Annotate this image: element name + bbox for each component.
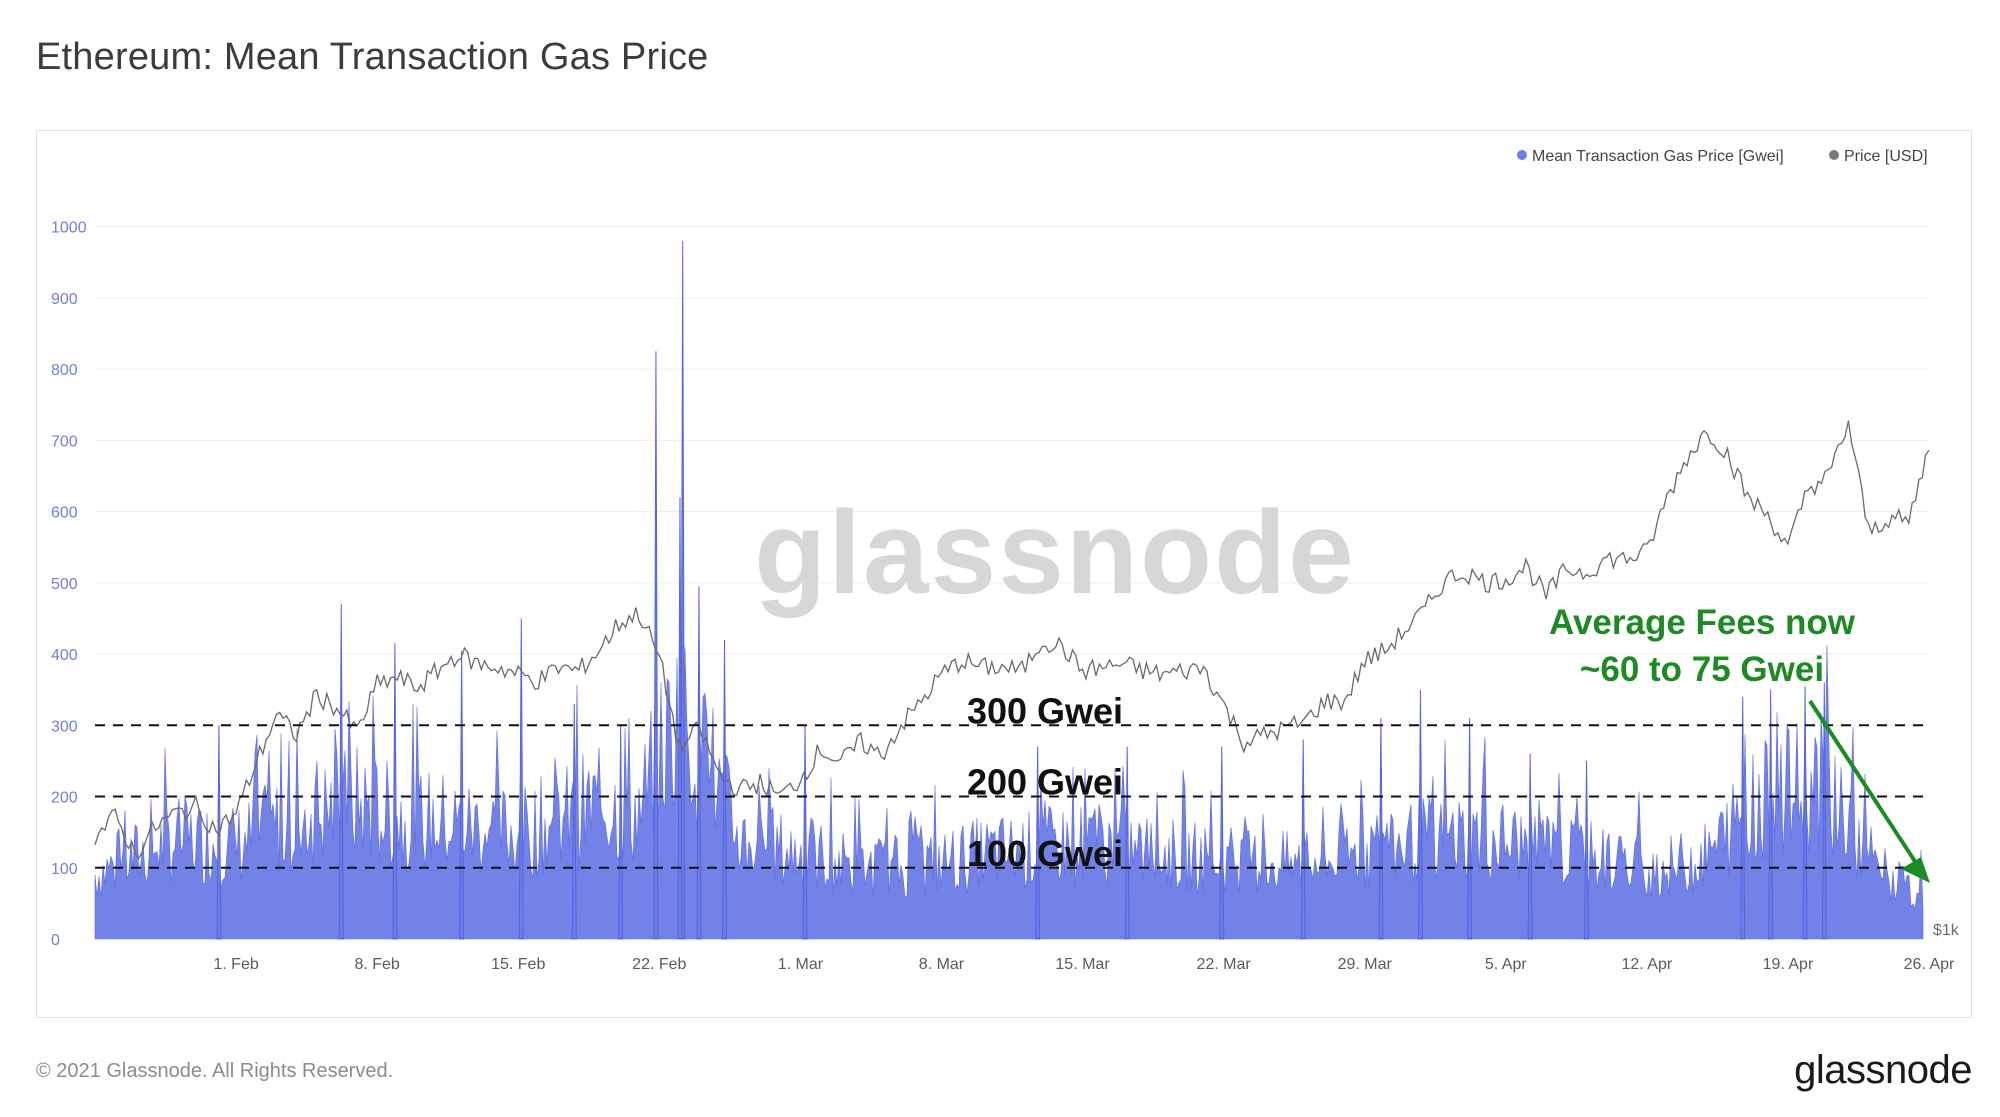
- gas-price-spike: [338, 604, 344, 940]
- x-tick-label: 8. Feb: [354, 956, 399, 973]
- chart: 0 100 200 300 400 500 600 700 800 900 1000 glassnod…: [51, 148, 1960, 973]
- y-right-tick-label: $1k: [1933, 922, 1960, 939]
- x-tick-label: 29. Mar: [1338, 956, 1393, 973]
- annotation-arrow: [1808, 699, 1922, 871]
- x-tick-label: 12. Apr: [1621, 956, 1672, 973]
- x-tick-label: 15. Mar: [1055, 956, 1110, 973]
- gas-price-spike: [1035, 746, 1041, 940]
- reference-line-label: 100 Gwei: [967, 833, 1123, 874]
- y-tick-label: 1000: [51, 220, 87, 237]
- y-tick-label: 700: [51, 433, 78, 450]
- x-tick-label: 1. Feb: [213, 956, 258, 973]
- gas-price-spike: [1527, 753, 1533, 940]
- gas-price-spike: [1802, 686, 1808, 940]
- annotation-line2: ~60 to 75 Gwei: [1580, 650, 1824, 689]
- y-tick-label: 200: [51, 790, 78, 807]
- gas-price-spike: [653, 351, 659, 940]
- watermark-text: glassnode: [754, 487, 1356, 619]
- x-tick-label: 26. Apr: [1904, 956, 1955, 973]
- y-tick-label: 300: [51, 718, 78, 735]
- copyright-text: © 2021 Glassnode. All Rights Reserved.: [36, 1060, 394, 1082]
- gas-price-spike: [1219, 746, 1225, 940]
- annotation-arrowhead: [1901, 857, 1930, 883]
- page-title: Ethereum: Mean Transaction Gas Price: [36, 36, 709, 78]
- gas-price-spike: [618, 725, 624, 940]
- x-tick-label: 19. Apr: [1763, 956, 1814, 973]
- y-tick-label: 500: [51, 576, 78, 593]
- x-tick-label: 15. Feb: [491, 956, 545, 973]
- y-tick-label: 800: [51, 362, 78, 379]
- x-tick-label: 8. Mar: [919, 956, 965, 973]
- brand-logo: glassnode: [1794, 1048, 1972, 1092]
- x-tick-label: 1. Mar: [778, 956, 824, 973]
- gas-price-spike: [459, 650, 465, 940]
- gas-price-area: [94, 645, 1924, 940]
- y-tick-label: 900: [51, 291, 78, 308]
- gas-price-spike: [392, 643, 398, 940]
- gas-price-spike: [1378, 718, 1384, 940]
- gas-price-spike: [518, 618, 524, 940]
- gas-price-spike: [802, 725, 808, 940]
- gas-price-spike: [1740, 696, 1746, 940]
- reference-line-label: 300 Gwei: [967, 690, 1123, 731]
- gas-price-spike: [1300, 739, 1306, 940]
- x-tick-label: 5. Apr: [1485, 956, 1527, 973]
- y-tick-label: 400: [51, 647, 78, 664]
- reference-line-label: 200 Gwei: [967, 762, 1123, 803]
- gas-price-spike: [1821, 682, 1827, 940]
- chart-panel: 0 100 200 300 400 500 600 700 800 900 1000 glassnod…: [36, 130, 1972, 1018]
- gas-price-spike: [1417, 689, 1423, 940]
- legend-price-label: Price [USD]: [1844, 148, 1928, 165]
- legend-gas-marker: [1517, 150, 1527, 160]
- gas-price-spike: [677, 497, 683, 940]
- x-tick-label: 22. Mar: [1196, 956, 1251, 973]
- price-line: [94, 420, 1930, 860]
- gas-price-spike: [1768, 689, 1774, 940]
- y-tick-label: 600: [51, 505, 78, 522]
- x-tick-label: 22. Feb: [632, 956, 686, 973]
- gas-price-spike: [1584, 760, 1590, 940]
- gas-price-spike: [1124, 746, 1130, 940]
- gas-price-spike: [571, 703, 577, 940]
- gas-price-spike: [1467, 718, 1473, 940]
- gas-price-spike: [696, 586, 702, 940]
- y-tick-label: 100: [51, 861, 78, 878]
- annotation-line1: Average Fees now: [1549, 603, 1856, 642]
- y-tick-label: 0: [51, 932, 60, 949]
- legend-price-marker: [1829, 150, 1839, 160]
- gas-price-spike: [722, 639, 728, 940]
- legend-gas-label: Mean Transaction Gas Price [Gwei]: [1532, 148, 1784, 165]
- gas-price-spike: [680, 240, 686, 940]
